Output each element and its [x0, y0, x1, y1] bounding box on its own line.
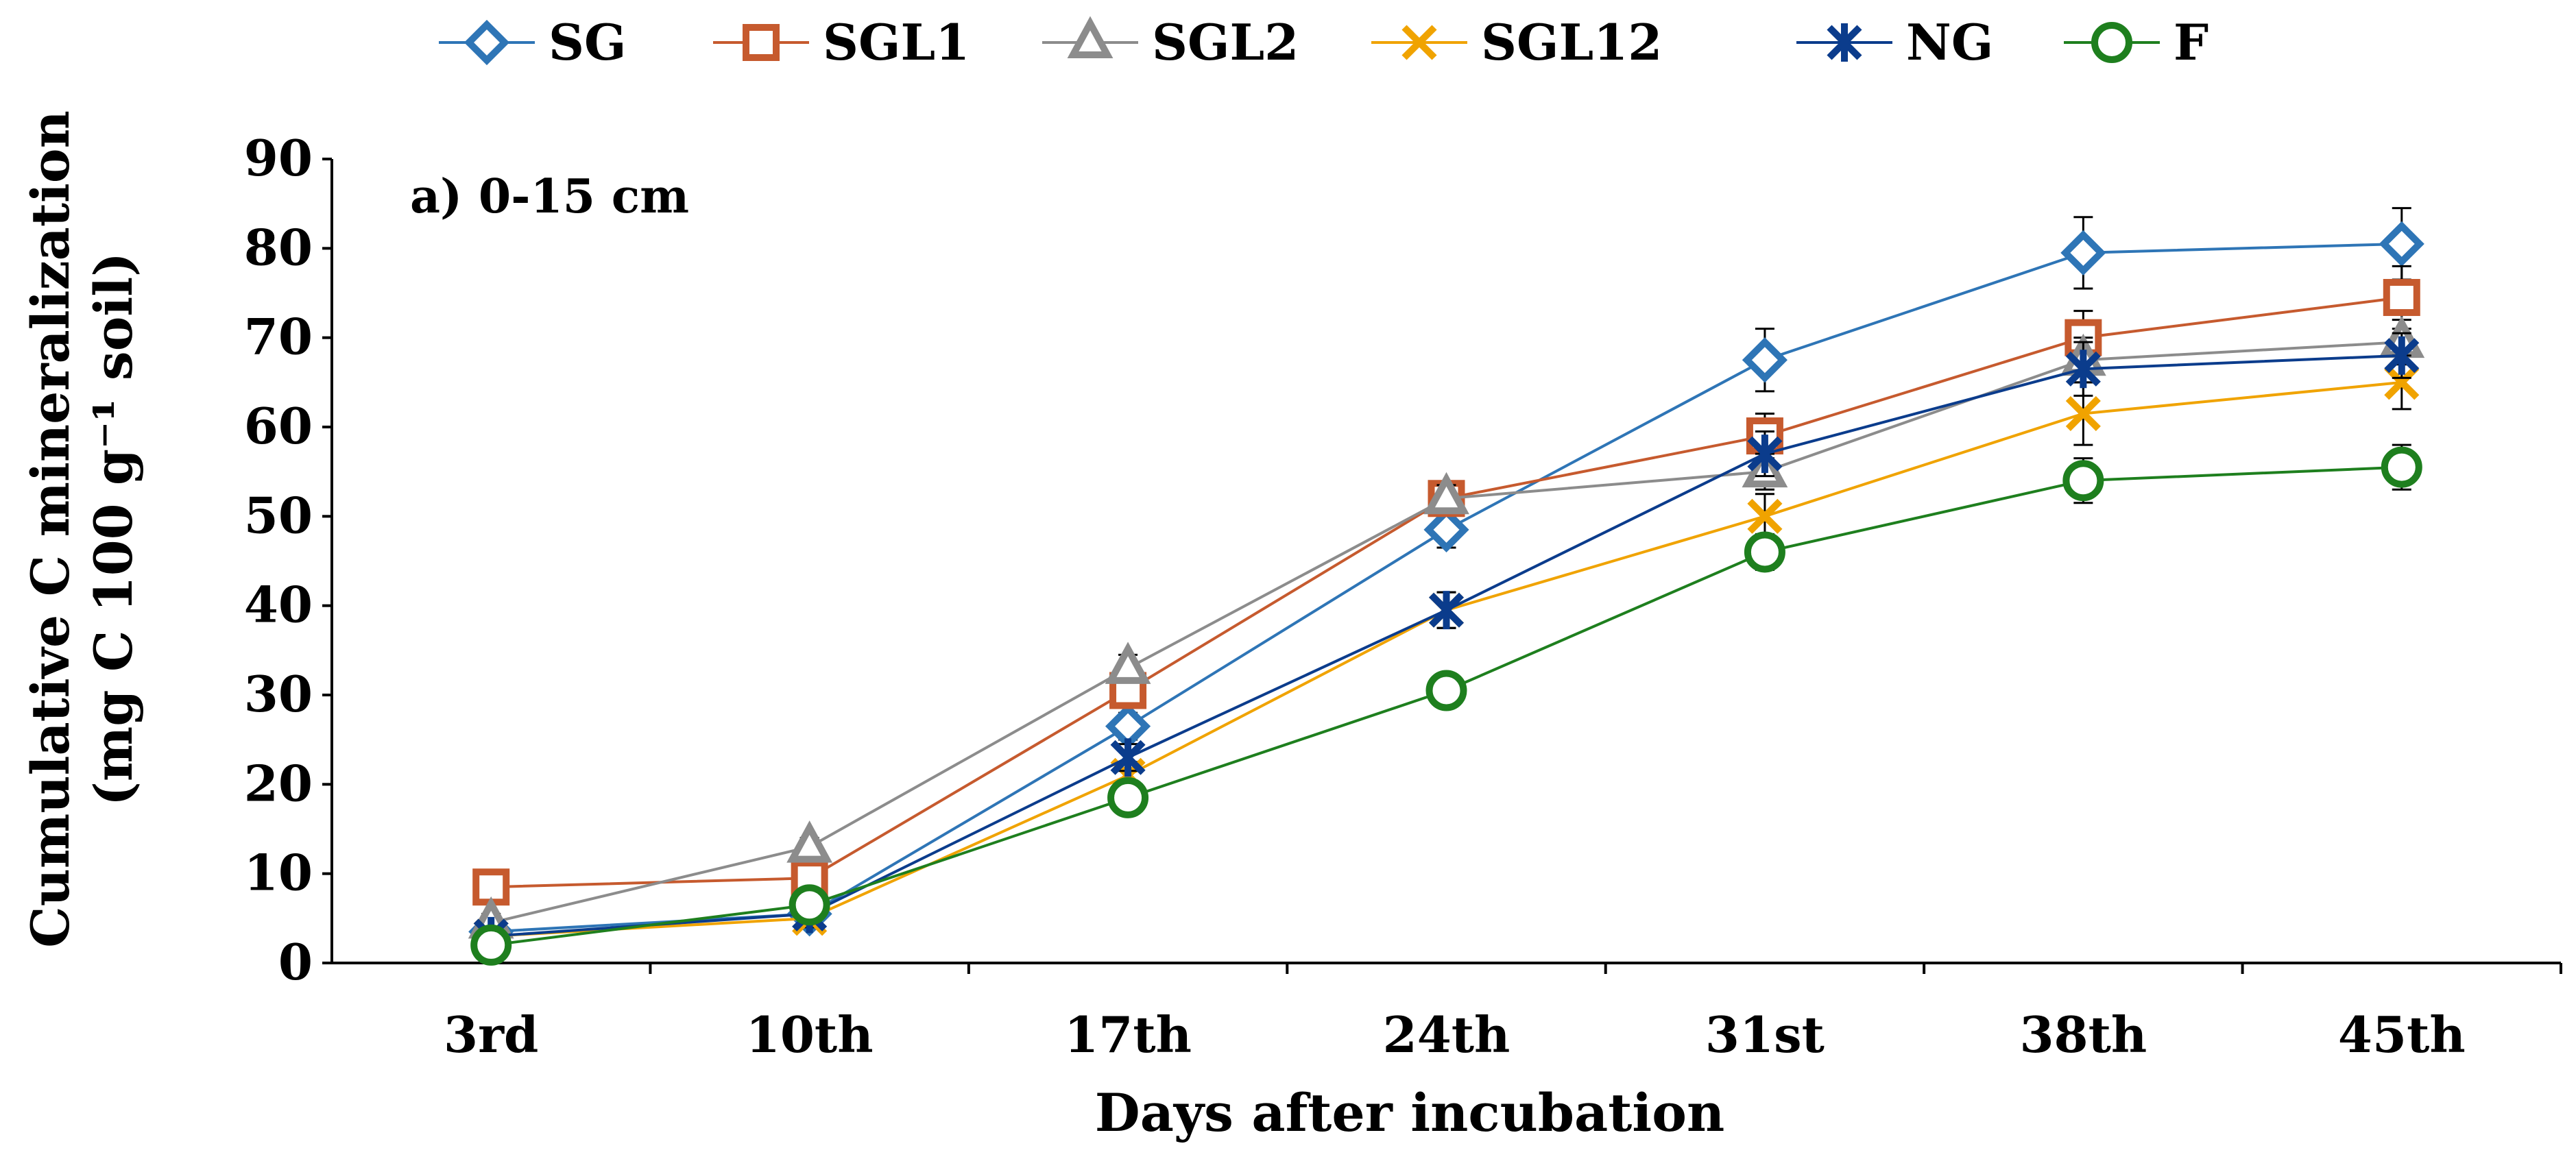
data-point-f [470, 924, 512, 966]
y-tick-label: 90 [244, 129, 313, 187]
legend-label-sgl12: SGL12 [1481, 13, 1662, 71]
series-line-sgl2 [490, 341, 2402, 925]
data-point-ng [2065, 350, 2101, 389]
series-line-ng [491, 354, 2402, 938]
legend-label-f: F [2174, 13, 2208, 71]
data-point-sg [2379, 221, 2424, 267]
legend-label-ng: NG [1906, 13, 1993, 71]
y-tick-label: 60 [244, 397, 313, 455]
legend-marker-sg [464, 19, 510, 66]
marker-stroke [2384, 365, 2420, 400]
y-tick-label: 80 [244, 218, 313, 276]
legend: SG SGL1 SGL2 SGL12 NG F [439, 13, 2208, 71]
y-tick-label: 30 [244, 665, 313, 723]
data-point-f [789, 884, 830, 926]
legend-label-sg: SG [549, 13, 626, 71]
x-tick-label: 45th [2338, 1005, 2466, 1064]
y-tick-label: 70 [244, 308, 313, 366]
y-tick-label: 20 [244, 754, 313, 812]
data-point-f [1425, 670, 1467, 711]
legend-label-sgl2: SGL2 [1152, 13, 1299, 71]
data-point-sgl12 [2065, 395, 2101, 431]
y-tick-label: 0 [278, 933, 313, 991]
x-tick-label: 24th [1383, 1005, 1510, 1064]
x-tick-label: 3rd [444, 1005, 538, 1064]
x-tick-label: 38th [2019, 1005, 2147, 1064]
y-axis-title-line2: (mg C 100 g⁻¹ soil) [83, 252, 144, 806]
legend-marker-sgl1 [743, 24, 780, 61]
x-axis: 3rd 10th 17th 24th 31st 38th 45th [444, 963, 2562, 1064]
panel-annotation: a) 0-15 cm [410, 169, 689, 224]
x-axis-title: Days after incubation [1095, 1082, 1724, 1143]
legend-marker-sgl2 [1067, 16, 1114, 58]
legend-item-sgl1: SGL1 [713, 13, 970, 71]
data-point-sg [1423, 507, 1469, 552]
y-axis: 0 10 20 30 40 50 60 70 80 90 [244, 129, 332, 991]
legend-marker-ng [1827, 23, 1862, 62]
data-point-ng [1747, 435, 1783, 474]
legend-marker-sgl12 [1401, 25, 1437, 60]
data-point-sgl2 [786, 820, 833, 863]
data-point-sgl12 [2384, 365, 2420, 400]
data-point-ng [2384, 336, 2420, 375]
data-point-f [1107, 777, 1149, 818]
y-axis-title-line1: Cumulative C mineralization [20, 110, 81, 948]
x-tick-label: 10th [746, 1005, 874, 1064]
series-line-sg [491, 242, 2402, 934]
series-f [470, 443, 2422, 966]
data-point-sgl2 [1423, 472, 1469, 515]
data-point-sgl1 [2383, 279, 2420, 317]
legend-item-sgl2: SGL2 [1042, 13, 1299, 71]
legend-item-sg: SG [439, 13, 626, 71]
legend-item-ng: NG [1796, 13, 1993, 71]
marker-stroke [1747, 498, 1783, 534]
axes-lines [330, 159, 2561, 964]
data-point-sg [2060, 230, 2106, 276]
x-tick-label: 31st [1705, 1005, 1825, 1064]
series-ng [473, 332, 2420, 955]
data-point-f [2062, 460, 2104, 502]
data-point-f [1744, 531, 1785, 573]
series-layer [468, 207, 2425, 966]
legend-item-f: F [2064, 13, 2208, 71]
legend-item-sgl12: SGL12 [1371, 13, 1662, 71]
data-point-sgl2 [1105, 642, 1151, 684]
y-tick-label: 10 [244, 844, 313, 902]
data-point-ng [1428, 591, 1465, 630]
data-point-f [2381, 446, 2422, 488]
series-sgl12 [473, 354, 2420, 954]
series-sg [468, 207, 2424, 955]
x-tick-label: 17th [1064, 1005, 1192, 1064]
data-point-sgl12 [1747, 498, 1783, 534]
y-tick-label: 40 [244, 576, 313, 634]
legend-label-sgl1: SGL1 [823, 13, 970, 71]
data-point-sg [1742, 337, 1787, 383]
legend-marker-f [2091, 22, 2132, 63]
data-point-ng [1110, 738, 1146, 777]
marker-stroke [1401, 25, 1437, 60]
marker-stroke [2065, 395, 2101, 431]
series-sgl1 [472, 265, 2420, 906]
y-tick-label: 50 [244, 486, 313, 544]
y-axis-title: Cumulative C mineralization (mg C 100 g⁻… [20, 110, 144, 948]
